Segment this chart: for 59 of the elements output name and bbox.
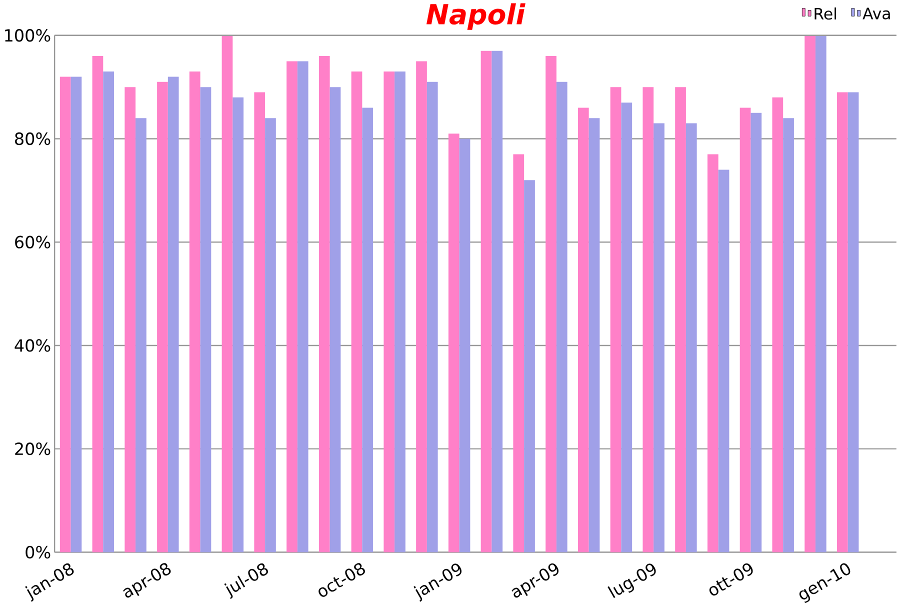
bar bbox=[124, 87, 136, 552]
bar bbox=[610, 87, 622, 552]
bar bbox=[384, 72, 395, 552]
bar bbox=[556, 82, 568, 552]
bar bbox=[804, 35, 816, 552]
bar bbox=[675, 87, 686, 552]
bar bbox=[642, 87, 654, 552]
bar bbox=[448, 134, 460, 552]
bar bbox=[254, 92, 266, 552]
bar bbox=[848, 92, 859, 552]
bar bbox=[750, 112, 762, 552]
bar bbox=[546, 56, 556, 552]
y-tick-label: 0% bbox=[26, 546, 50, 559]
bar bbox=[718, 170, 730, 552]
bar bbox=[136, 118, 146, 552]
bar bbox=[297, 61, 308, 552]
bar bbox=[707, 154, 718, 552]
bar bbox=[318, 56, 330, 552]
bar bbox=[815, 35, 826, 552]
bar bbox=[426, 82, 438, 552]
bar bbox=[200, 87, 212, 552]
bar bbox=[362, 108, 374, 552]
y-tick-label: 80% bbox=[15, 132, 50, 146]
legend-label: Ava bbox=[862, 8, 890, 20]
bar bbox=[578, 108, 589, 552]
y-tick-label: 20% bbox=[15, 442, 50, 456]
bar bbox=[783, 118, 794, 552]
y-tick-label: 100% bbox=[5, 29, 50, 42]
y-tick-label: 60% bbox=[15, 236, 50, 249]
y-tick-label: 40% bbox=[14, 339, 50, 352]
bar bbox=[513, 154, 524, 552]
bar bbox=[836, 92, 848, 552]
bar bbox=[492, 50, 503, 552]
bar bbox=[416, 61, 427, 552]
bar bbox=[524, 180, 535, 552]
bar bbox=[459, 138, 470, 552]
chart-title: Napoli bbox=[426, 3, 526, 30]
bar bbox=[330, 87, 341, 552]
bar bbox=[60, 76, 71, 552]
bar bbox=[740, 108, 751, 552]
bar bbox=[103, 72, 114, 552]
bar bbox=[480, 50, 492, 552]
bar bbox=[286, 61, 298, 552]
bar bbox=[351, 72, 362, 552]
bar bbox=[394, 72, 406, 552]
bar bbox=[189, 72, 200, 552]
bar bbox=[772, 97, 784, 552]
legend-label: Rel bbox=[814, 8, 836, 20]
bar bbox=[588, 118, 600, 552]
bar bbox=[70, 76, 82, 552]
bar bbox=[654, 123, 664, 552]
bar bbox=[265, 118, 276, 552]
bar bbox=[222, 35, 233, 552]
bar bbox=[157, 82, 168, 552]
bar bbox=[232, 97, 244, 552]
bar bbox=[92, 56, 104, 552]
bar bbox=[168, 76, 179, 552]
bar bbox=[621, 102, 632, 552]
bar bbox=[686, 123, 697, 552]
